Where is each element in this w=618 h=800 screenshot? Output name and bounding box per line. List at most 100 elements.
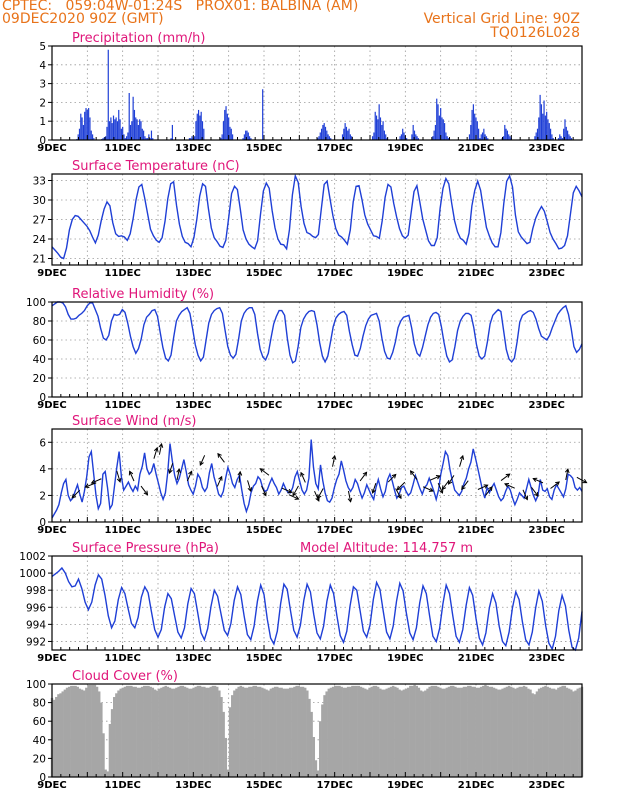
cloud-bar [383, 689, 386, 777]
cloud-bar [67, 686, 71, 777]
wind-arrow-shaft [359, 471, 367, 482]
x-tick-label: 17DEC [316, 400, 352, 411]
wind-arrow-head [391, 473, 397, 479]
y-tick-label: 33 [33, 176, 46, 188]
cloud-bar [381, 689, 384, 777]
x-tick-label: 13DEC [175, 143, 211, 154]
precip-bar [378, 104, 380, 140]
wind-arrow-head [439, 488, 444, 494]
cloud-bar [237, 686, 240, 777]
precip-bar [81, 117, 83, 140]
plot-frame [51, 301, 583, 398]
wind-arrow [371, 483, 377, 494]
cloud-bar [385, 688, 388, 777]
precip-bar [345, 126, 348, 140]
x-tick-label: 11DEC [104, 780, 140, 791]
wind-arrow-shaft [260, 468, 270, 476]
precip-bar [145, 138, 147, 140]
cloud-bar [209, 686, 213, 777]
wind-arrow [176, 468, 181, 481]
cloud-bar [349, 686, 352, 777]
precip-bar [112, 115, 115, 140]
wind-arrow [485, 486, 493, 496]
cloud-bar [145, 685, 148, 777]
precip-bar [110, 117, 112, 140]
cloud-bar [574, 690, 577, 777]
wind-arrow [90, 478, 102, 484]
cloud-bar [492, 687, 496, 777]
wind-arrow [199, 455, 206, 466]
precip-bar [143, 130, 145, 140]
y-tick-label: 20 [33, 753, 46, 765]
cloud-bar [501, 688, 504, 777]
panel-title: Precipitation (mm/h) [72, 31, 205, 46]
precip-bar [563, 128, 565, 140]
cloud-bar [372, 685, 376, 777]
wind-arrow-head [315, 496, 320, 502]
precip-bar [114, 119, 116, 140]
wind-arrow [441, 480, 450, 491]
precip-bar [221, 134, 223, 140]
precip-bar [413, 130, 416, 140]
precip-bar [547, 119, 549, 140]
cloud-bar [578, 687, 582, 777]
cloud-bar [314, 760, 318, 777]
precip-bar [386, 138, 388, 140]
precip-bar [479, 138, 481, 140]
cloud-bar [288, 687, 292, 777]
precip-bar [536, 128, 539, 140]
cloud-bar [151, 687, 155, 777]
wind-arrow-head [116, 477, 122, 483]
cloud-bar [203, 686, 206, 777]
wind-arrow-shaft [533, 478, 544, 484]
x-tick-label: 15DEC [246, 525, 282, 536]
y-tick-label: 80 [33, 316, 46, 328]
wind-arrow-head [441, 485, 447, 491]
precip-bar [231, 134, 234, 140]
precip-bar [344, 123, 346, 140]
x-tick-label: 11DEC [104, 143, 140, 154]
wind-arrow-shaft [129, 471, 135, 482]
panel-title: Surface Wind (m/s) [72, 414, 196, 429]
cloud-bar [185, 687, 189, 777]
cloud-bar [181, 685, 185, 777]
precip-bar [119, 119, 121, 140]
wind-arrow [168, 463, 174, 474]
cloud-bar [310, 711, 313, 777]
precip-bar [402, 128, 404, 140]
wind-arrow [292, 485, 299, 497]
precip-bar [199, 115, 201, 140]
wind-arrow [216, 475, 223, 487]
cloud-bar [394, 686, 397, 777]
cloud-bar [342, 687, 346, 777]
wind-arrow-shaft [522, 489, 528, 500]
cloud-bar [535, 691, 539, 777]
wind-arrow-shaft [477, 484, 488, 490]
wind-arrow-head [347, 497, 353, 503]
precip-bar [375, 115, 378, 140]
x-tick-label: 19DEC [387, 143, 423, 154]
wind-arrow-shaft [430, 475, 441, 481]
cloud-bar [452, 685, 455, 777]
cloud-bar [550, 688, 554, 777]
precip-bar [128, 93, 130, 140]
cloud-bar [104, 769, 107, 777]
precip-bar [540, 104, 543, 140]
precip-bar [140, 121, 142, 140]
precip-bar [200, 111, 202, 140]
cloud-bar [417, 687, 421, 777]
cloud-bar [100, 702, 103, 777]
wind-arrow-head [409, 470, 415, 475]
wind-arrow-shaft [410, 470, 418, 480]
cloud-bar [570, 689, 573, 777]
precip-bar [106, 126, 108, 140]
precip-bar [544, 115, 546, 140]
cloud-bar [166, 686, 170, 777]
cloud-bar [497, 689, 500, 777]
wind-arrow [217, 452, 225, 463]
cloud-bar [119, 688, 122, 777]
cloud-bar [102, 733, 105, 777]
cloud-bar [110, 709, 114, 777]
precip-bar [131, 121, 133, 140]
cloud-bar [113, 697, 116, 777]
